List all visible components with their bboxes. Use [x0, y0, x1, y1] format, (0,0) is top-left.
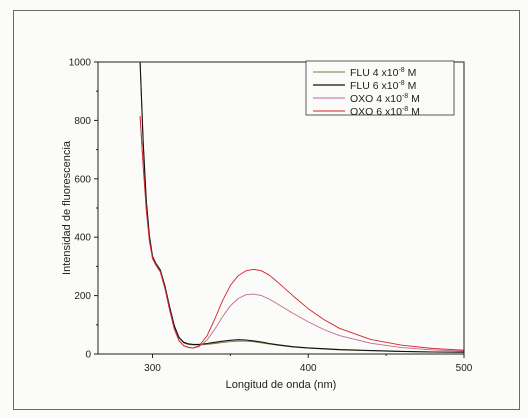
x-axis-ticks: 300 400 500	[144, 354, 473, 374]
y-axis-label: Intensidad de fluorescencia	[61, 140, 73, 275]
legend-box	[305, 60, 455, 116]
y-tick-label: 200	[74, 291, 91, 302]
x-axis-label: Longitud de onda (nm)	[226, 379, 337, 391]
legend-label-4: OXO 6 x10-8 M	[350, 106, 420, 118]
y-tick-label: 1000	[69, 58, 92, 69]
figure-frame	[13, 10, 520, 410]
x-tick-label: 300	[144, 363, 161, 374]
y-tick-label: 800	[74, 116, 91, 127]
y-tick-label: 400	[74, 233, 91, 244]
series-line-3	[139, 117, 465, 352]
series-line-4	[139, 115, 465, 351]
plot-series-group	[139, 61, 465, 353]
y-tick-label: 0	[85, 350, 91, 361]
x-tick-label: 500	[456, 363, 473, 374]
y-tick-label: 600	[74, 174, 91, 185]
legend-label-3: OXO 4 x10-8 M	[350, 93, 420, 105]
legend-label-2: FLU 6 x10-8 M	[350, 80, 416, 92]
y-axis-ticks: 0 200 400 600 800 1000	[69, 58, 98, 361]
x-tick-label: 400	[300, 363, 317, 374]
legend-label-1: FLU 4 x10-8 M	[350, 67, 416, 79]
series-line-2	[139, 61, 465, 353]
